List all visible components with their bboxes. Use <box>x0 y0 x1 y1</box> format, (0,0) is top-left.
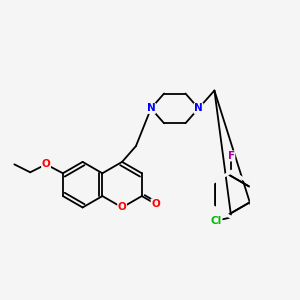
Text: Cl: Cl <box>211 216 222 226</box>
Text: F: F <box>228 151 235 161</box>
Text: O: O <box>42 159 50 170</box>
Text: O: O <box>151 199 160 209</box>
Text: O: O <box>118 202 127 212</box>
Text: N: N <box>194 103 203 113</box>
Text: N: N <box>147 103 155 113</box>
